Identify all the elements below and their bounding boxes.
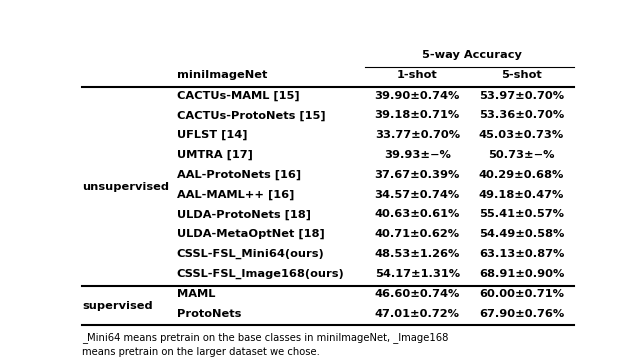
Text: 5-way Accuracy: 5-way Accuracy <box>422 50 522 60</box>
Text: 49.18±0.47%: 49.18±0.47% <box>479 190 564 200</box>
Text: 5-shot: 5-shot <box>501 70 542 80</box>
Text: ULDA-ProtoNets [18]: ULDA-ProtoNets [18] <box>177 209 311 220</box>
Text: 39.90±0.74%: 39.90±0.74% <box>374 91 460 101</box>
Text: 53.36±0.70%: 53.36±0.70% <box>479 110 564 120</box>
Text: UFLST [14]: UFLST [14] <box>177 130 247 140</box>
Text: 39.18±0.71%: 39.18±0.71% <box>374 110 460 120</box>
Text: 67.90±0.76%: 67.90±0.76% <box>479 309 564 319</box>
Text: 54.49±0.58%: 54.49±0.58% <box>479 229 564 239</box>
Text: AAL-ProtoNets [16]: AAL-ProtoNets [16] <box>177 170 301 180</box>
Text: MAML: MAML <box>177 289 215 299</box>
Text: unsupervised: unsupervised <box>83 182 170 192</box>
Text: 34.57±0.74%: 34.57±0.74% <box>374 190 460 200</box>
Text: 39.93±−%: 39.93±−% <box>384 150 451 160</box>
Text: CSSL-FSL_Image168(ours): CSSL-FSL_Image168(ours) <box>177 269 344 279</box>
Text: 40.63±0.61%: 40.63±0.61% <box>374 209 460 219</box>
Text: ULDA-MetaOptNet [18]: ULDA-MetaOptNet [18] <box>177 229 324 240</box>
Text: 60.00±0.71%: 60.00±0.71% <box>479 289 564 299</box>
Text: 40.71±0.62%: 40.71±0.62% <box>374 229 460 239</box>
Text: 50.73±−%: 50.73±−% <box>488 150 555 160</box>
Text: 47.01±0.72%: 47.01±0.72% <box>375 309 460 319</box>
Text: 33.77±0.70%: 33.77±0.70% <box>374 130 460 140</box>
Text: 54.17±1.31%: 54.17±1.31% <box>374 269 460 279</box>
Text: 45.03±0.73%: 45.03±0.73% <box>479 130 564 140</box>
Text: 63.13±0.87%: 63.13±0.87% <box>479 249 564 259</box>
Text: CACTUs-MAML [15]: CACTUs-MAML [15] <box>177 91 300 101</box>
Text: _Mini64 means pretrain on the base classes in miniImageNet, _Image168: _Mini64 means pretrain on the base class… <box>83 332 449 343</box>
Text: 55.41±0.57%: 55.41±0.57% <box>479 209 564 219</box>
Text: ProtoNets: ProtoNets <box>177 309 241 319</box>
Text: 1-shot: 1-shot <box>397 70 438 80</box>
Text: 68.91±0.90%: 68.91±0.90% <box>479 269 564 279</box>
Text: 40.29±0.68%: 40.29±0.68% <box>479 170 564 180</box>
Text: UMTRA [17]: UMTRA [17] <box>177 150 253 160</box>
Text: 46.60±0.74%: 46.60±0.74% <box>374 289 460 299</box>
Text: 48.53±1.26%: 48.53±1.26% <box>374 249 460 259</box>
Text: means pretrain on the larger dataset we chose.: means pretrain on the larger dataset we … <box>83 347 321 357</box>
Text: miniImageNet: miniImageNet <box>177 70 267 80</box>
Text: CSSL-FSL_Mini64(ours): CSSL-FSL_Mini64(ours) <box>177 249 324 259</box>
Text: 37.67±0.39%: 37.67±0.39% <box>374 170 460 180</box>
Text: 53.97±0.70%: 53.97±0.70% <box>479 91 564 101</box>
Text: supervised: supervised <box>83 301 153 311</box>
Text: AAL-MAML++ [16]: AAL-MAML++ [16] <box>177 190 294 200</box>
Text: CACTUs-ProtoNets [15]: CACTUs-ProtoNets [15] <box>177 110 325 121</box>
